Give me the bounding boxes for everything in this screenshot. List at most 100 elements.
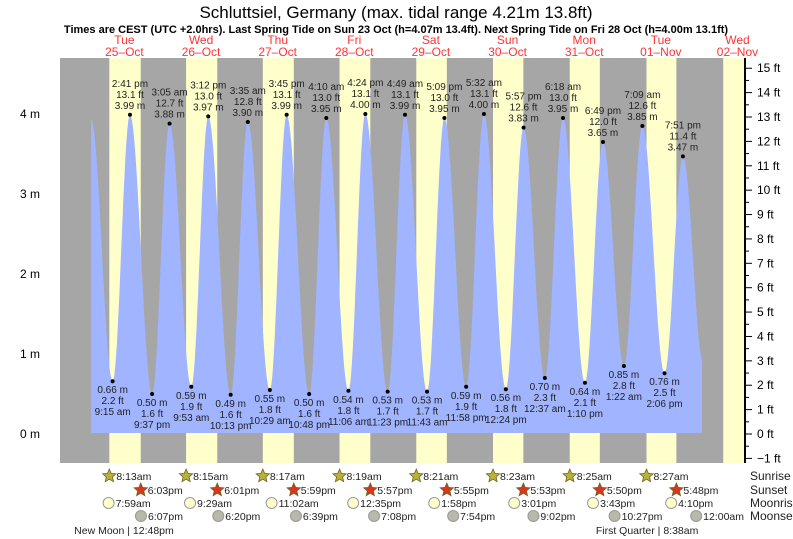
moonrise-time: 3:43pm [600,498,635,510]
low-tide-m-label: 0.54 m [333,395,364,406]
date-label: 29–Oct [412,45,451,59]
low-tide-point [542,376,547,380]
y-right-tick-label: 3 ft [757,354,774,368]
low-tide-m-label: 0.59 m [451,391,482,402]
sunset-time: 5:59pm [301,485,336,497]
sunrise-star-icon [255,467,271,483]
y-right-tick-label: 7 ft [757,256,774,270]
high-tide-ft-label: 12.8 ft [234,97,262,108]
sunrise-star-icon [408,467,424,483]
y-right-tick-label: 14 ft [757,86,781,100]
sunrise-star-icon [178,467,194,483]
sunrise-time: 8:13am [116,471,151,483]
high-tide-point [521,125,526,130]
sunrise-star-icon [485,467,501,483]
high-tide-ft-label: 13.1 ft [273,90,301,101]
high-tide-time-label: 6:49 pm [585,106,621,117]
high-tide-m-label: 3.88 m [154,110,185,121]
low-tide-m-label: 0.64 m [570,387,601,398]
low-tide-ft-label: 1.6 ft [141,409,163,420]
high-tide-point [403,112,408,117]
low-tide-m-label: 0.66 m [97,385,128,396]
moonrise-icon [102,497,115,509]
low-tide-point [662,371,667,376]
moonset-row-label: Moonset [750,509,793,523]
low-tide-ft-label: 2.1 ft [574,398,596,409]
moon-phase-label: First Quarter | 8:38am [596,525,699,537]
sunset-time: 5:48pm [683,485,718,497]
moonrise-icon [665,497,678,509]
y-right-tick-label: 4 ft [757,329,774,343]
moonrise-icon [347,497,360,509]
low-tide-ft-label: 1.8 ft [259,405,281,416]
sunset-time: 5:55pm [454,485,489,497]
high-tide-m-label: 3.97 m [193,102,224,113]
low-tide-ft-label: 2.8 ft [613,381,635,392]
date-label: 31–Oct [565,45,604,59]
moonrise-icon [184,497,197,509]
day-of-week-label: Thu [267,33,288,47]
day-of-week-label: Tue [651,33,672,47]
moonset-icon [368,510,381,522]
high-tide-ft-label: 13.0 ft [430,93,458,104]
low-tide-point [150,392,155,396]
moonset-icon [690,510,703,522]
sunset-time: 6:03pm [148,485,183,497]
moonrise-row-label: Moonrise [750,496,793,510]
high-tide-time-label: 4:24 pm [347,78,383,89]
y-right-tick-label: 6 ft [757,281,774,295]
sunrise-time: 8:17am [270,471,305,483]
day-of-week-label: Tue [114,33,135,47]
moonset-icon [289,510,302,522]
high-tide-ft-label: 13.0 ft [194,91,222,102]
moonset-time: 7:54pm [460,511,495,523]
high-tide-time-label: 7:09 am [624,90,660,101]
moonrise-time: 9:29am [197,498,232,510]
low-tide-ft-label: 2.3 ft [534,393,556,404]
sunset-row-label: Sunset [750,483,788,497]
low-tide-ft-label: 1.7 ft [416,407,438,418]
high-tide-ft-label: 12.7 ft [156,99,184,110]
low-tide-time-label: 10:48 pm [288,420,330,431]
low-tide-m-label: 0.85 m [609,370,640,381]
moon-phase-label: New Moon | 12:48pm [74,525,174,537]
y-right-tick-label: 0 ft [757,427,774,441]
sunset-time: 5:53pm [530,485,565,497]
high-tide-time-label: 3:05 am [152,88,188,99]
low-tide-point [346,388,351,393]
high-tide-time-label: 3:35 am [230,86,266,97]
high-tide-time-label: 7:51 pm [665,120,701,131]
low-tide-m-label: 0.76 m [649,377,680,388]
low-tide-m-label: 0.53 m [372,396,403,407]
high-tide-ft-label: 13.1 ft [391,90,419,101]
day-of-week-label: Sat [422,33,441,47]
low-tide-point [582,380,587,385]
high-tide-m-label: 3.47 m [668,142,699,153]
high-tide-point [206,114,211,119]
high-tide-ft-label: 12.6 ft [510,103,538,114]
high-tide-m-label: 3.85 m [627,112,658,123]
high-tide-point [481,112,486,116]
y-right-tick-label: −1 ft [757,451,781,465]
daylight-band [723,58,745,463]
moonrise-icon [587,497,600,509]
low-tide-point [621,364,626,368]
y-right-tick-label: 5 ft [757,305,774,319]
high-tide-m-label: 3.95 m [311,104,342,115]
moonset-time: 6:39pm [303,511,338,523]
low-tide-m-label: 0.56 m [491,393,522,404]
date-label: 01–Nov [640,45,681,59]
high-tide-time-label: 5:09 pm [426,82,462,93]
high-tide-point [600,140,605,144]
low-tide-ft-label: 1.9 ft [455,402,477,413]
high-tide-point [245,120,250,124]
sun-moon-events: 8:13am 8:15am 8:17am 8:19am 8:21am 8:23am 8:25… [74,467,793,537]
date-label: 25–Oct [105,45,144,59]
high-tide-ft-label: 13.1 ft [351,89,379,100]
low-tide-point [110,379,115,384]
date-label: 28–Oct [335,45,374,59]
y-right-tick-label: 12 ft [757,134,781,148]
low-tide-point [503,387,508,392]
sunrise-time: 8:25am [577,471,612,483]
high-tide-ft-label: 13.0 ft [549,93,577,104]
